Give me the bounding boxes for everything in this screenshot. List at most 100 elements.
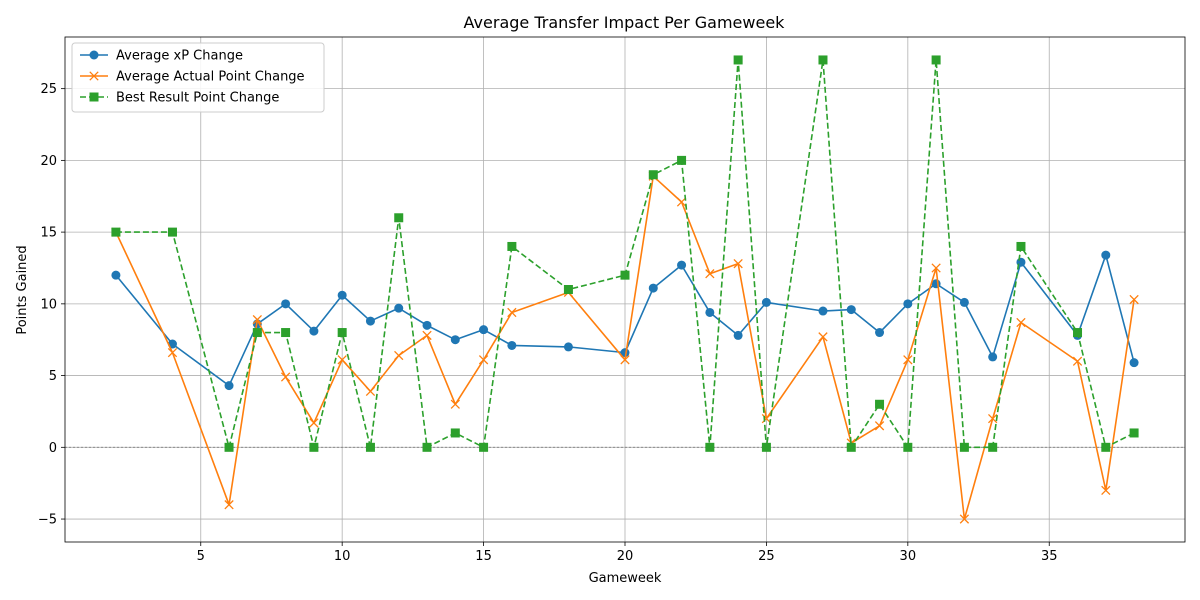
x-marker-stroke xyxy=(422,330,432,341)
data-point xyxy=(1129,428,1139,438)
x-marker-stroke xyxy=(988,413,998,424)
y-tick-label: 5 xyxy=(49,369,57,384)
data-point xyxy=(959,297,969,307)
data-point xyxy=(365,386,376,397)
data-point xyxy=(846,305,856,315)
data-point xyxy=(450,399,460,409)
data-point xyxy=(1101,485,1111,496)
data-point xyxy=(281,328,291,338)
x-marker-stroke xyxy=(337,355,347,365)
data-point xyxy=(365,316,375,326)
x-marker-stroke xyxy=(705,269,715,279)
x-marker-stroke xyxy=(450,399,460,409)
data-point xyxy=(733,330,743,340)
data-point xyxy=(818,55,828,65)
data-point xyxy=(1129,294,1139,305)
x-tick-label: 35 xyxy=(1041,549,1058,564)
data-point xyxy=(281,299,291,309)
data-point xyxy=(224,500,234,510)
legend-marker xyxy=(89,92,99,102)
data-point xyxy=(959,442,969,452)
data-point xyxy=(620,355,630,365)
data-point xyxy=(988,413,998,424)
data-point xyxy=(677,260,687,270)
data-point xyxy=(1072,356,1083,366)
y-tick-label: 15 xyxy=(40,226,57,241)
x-marker-stroke xyxy=(761,413,772,424)
data-point xyxy=(422,442,432,452)
data-point xyxy=(988,352,998,362)
data-point xyxy=(1073,328,1083,338)
data-point xyxy=(648,170,658,180)
data-point xyxy=(252,328,262,338)
x-marker-stroke xyxy=(394,350,404,361)
legend-marker xyxy=(89,50,99,60)
x-tick-label: 15 xyxy=(475,549,492,564)
data-point xyxy=(818,332,828,342)
x-marker-stroke xyxy=(903,355,913,365)
data-point xyxy=(874,421,885,431)
data-point xyxy=(507,340,517,350)
x-marker-stroke xyxy=(931,263,941,273)
series-3 xyxy=(111,55,1139,452)
x-tick-label: 5 xyxy=(197,549,205,564)
data-point xyxy=(903,442,913,452)
data-point xyxy=(761,297,771,307)
data-point xyxy=(648,283,658,293)
chart-title: Average Transfer Impact Per Gameweek xyxy=(464,13,786,32)
data-point xyxy=(111,227,121,237)
data-point xyxy=(337,328,347,338)
data-point xyxy=(1016,241,1026,251)
data-point xyxy=(563,285,573,294)
data-point xyxy=(761,413,772,424)
data-point xyxy=(931,55,941,65)
data-point xyxy=(309,442,319,452)
legend-label: Average Actual Point Change xyxy=(116,70,305,85)
x-marker-stroke xyxy=(280,372,291,382)
data-point xyxy=(705,307,715,317)
y-tick-label: −5 xyxy=(38,513,57,528)
data-point xyxy=(1129,358,1139,368)
data-point xyxy=(309,418,319,428)
data-point xyxy=(846,442,856,452)
x-marker-stroke xyxy=(620,355,630,365)
data-point xyxy=(705,269,715,279)
data-point xyxy=(563,342,573,352)
data-point xyxy=(478,355,489,365)
data-point xyxy=(1101,442,1111,452)
data-point xyxy=(422,330,432,341)
x-marker-stroke xyxy=(252,314,262,325)
data-point xyxy=(733,55,743,65)
x-tick-label: 25 xyxy=(758,549,775,564)
data-point xyxy=(365,442,375,452)
data-point xyxy=(931,263,941,273)
x-marker-stroke xyxy=(478,355,489,365)
data-point xyxy=(1016,317,1026,328)
data-point xyxy=(705,442,715,452)
data-point xyxy=(875,328,885,338)
data-point xyxy=(252,314,262,325)
data-point xyxy=(733,259,743,269)
data-point xyxy=(903,355,913,365)
y-tick-label: 20 xyxy=(40,154,57,169)
y-axis-label: Points Gained xyxy=(15,245,30,334)
data-point xyxy=(959,514,970,524)
y-tick-label: 0 xyxy=(49,441,57,456)
data-point xyxy=(761,442,771,452)
x-axis-label: Gameweek xyxy=(589,571,662,586)
series-layer xyxy=(111,55,1139,524)
data-point xyxy=(450,428,460,438)
x-tick-label: 20 xyxy=(617,549,634,564)
data-point xyxy=(620,270,630,280)
x-tick-label: 30 xyxy=(900,549,917,564)
data-point xyxy=(422,320,432,330)
x-marker-stroke xyxy=(507,307,517,318)
x-marker-stroke xyxy=(1101,485,1111,496)
x-marker-stroke xyxy=(365,386,376,397)
data-point xyxy=(677,155,687,165)
data-point xyxy=(903,299,913,309)
data-point xyxy=(676,197,687,207)
data-point xyxy=(394,350,404,361)
data-point xyxy=(507,307,517,318)
data-point xyxy=(337,355,347,365)
